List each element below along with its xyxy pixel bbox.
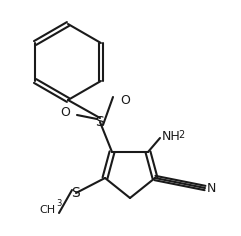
Text: N: N bbox=[207, 181, 216, 194]
Text: 3: 3 bbox=[56, 199, 61, 208]
Text: S: S bbox=[96, 115, 104, 129]
Text: O: O bbox=[60, 105, 70, 118]
Text: S: S bbox=[72, 186, 80, 200]
Text: 2: 2 bbox=[178, 130, 184, 140]
Text: CH: CH bbox=[39, 205, 55, 215]
Text: NH: NH bbox=[162, 130, 181, 143]
Text: O: O bbox=[120, 93, 130, 106]
